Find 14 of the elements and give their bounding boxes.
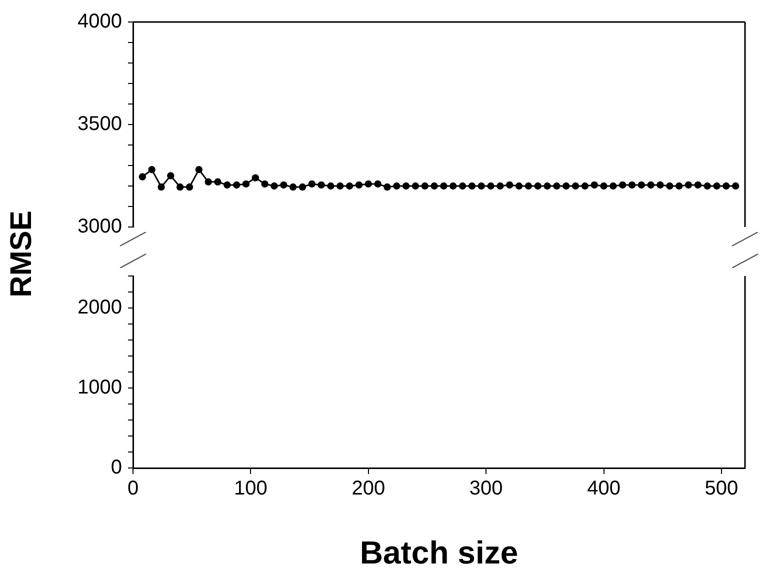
y-tick-label: 3500 bbox=[78, 113, 122, 136]
y-tick-label: 4000 bbox=[78, 10, 122, 33]
y-tick-label: 2000 bbox=[78, 296, 122, 319]
y-tick-label: 3000 bbox=[78, 216, 122, 238]
x-tick-label: 200 bbox=[352, 478, 386, 500]
x-tick-label: 400 bbox=[587, 478, 620, 500]
x-tick-label: 500 bbox=[704, 478, 738, 500]
y-tick-label: 1000 bbox=[78, 376, 122, 399]
x-tick-label: 300 bbox=[469, 478, 503, 500]
y-axis-title: RMSE bbox=[5, 210, 39, 298]
y-tick-label: 0 bbox=[110, 456, 122, 479]
x-tick-label: 0 bbox=[127, 478, 139, 500]
x-axis-title: Batch size bbox=[360, 534, 518, 571]
x-tick-label: 100 bbox=[234, 478, 268, 500]
